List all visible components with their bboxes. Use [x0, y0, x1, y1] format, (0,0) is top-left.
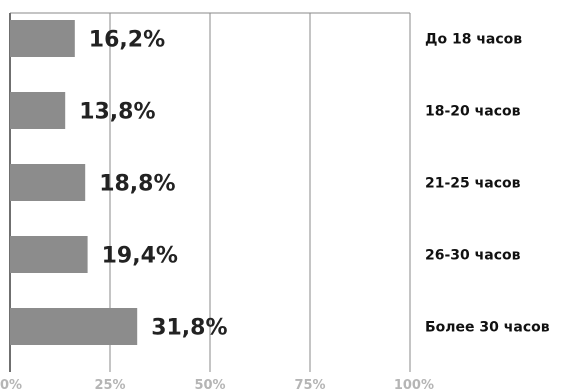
category-label-2: 18-20 часов — [425, 104, 521, 120]
bars-layer — [10, 20, 138, 345]
category-labels-layer: До 18 часов 18-20 часов 21-25 часов 26-30 ч… — [425, 32, 550, 336]
category-label-5: Более 30 часов — [425, 320, 550, 336]
x-tick-label-100: 100% — [394, 378, 434, 392]
bar-5 — [10, 308, 138, 345]
x-tick-label-25: 25% — [94, 378, 125, 392]
data-label-3: 18,8% — [99, 172, 175, 197]
data-label-5: 31,8% — [151, 316, 227, 341]
data-label-2: 13,8% — [79, 100, 155, 125]
bar-2 — [10, 92, 66, 129]
data-labels-layer: 16,2% 13,8% 18,8% 19,4% 31,8% — [79, 28, 227, 341]
category-label-1: До 18 часов — [425, 32, 522, 48]
category-label-4: 26-30 часов — [425, 248, 521, 264]
bar-4 — [10, 236, 88, 273]
bar-1 — [10, 20, 75, 57]
x-tick-label-75: 75% — [294, 378, 325, 392]
x-tick-label-0: 0% — [0, 378, 22, 392]
data-label-4: 19,4% — [102, 244, 178, 269]
x-tick-labels-layer: 0% 25% 50% 75% 100% — [0, 378, 434, 392]
data-label-1: 16,2% — [89, 28, 165, 53]
x-tick-label-50: 50% — [194, 378, 225, 392]
category-label-3: 21-25 часов — [425, 176, 521, 192]
bar-3 — [10, 164, 86, 201]
